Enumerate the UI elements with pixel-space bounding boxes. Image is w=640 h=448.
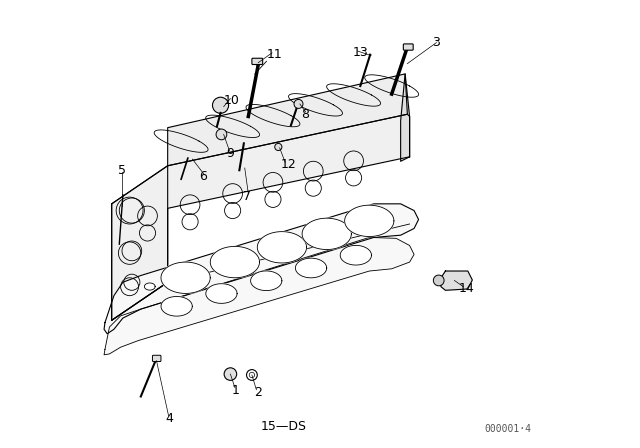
Text: 7: 7 (243, 190, 251, 203)
Polygon shape (179, 273, 189, 280)
Text: 2: 2 (253, 386, 262, 400)
Polygon shape (206, 284, 237, 303)
Text: 14: 14 (459, 282, 475, 296)
FancyBboxPatch shape (252, 58, 262, 65)
Polygon shape (441, 271, 472, 290)
Text: 11: 11 (267, 48, 283, 61)
Text: 10: 10 (224, 94, 239, 108)
Polygon shape (161, 297, 192, 316)
Polygon shape (145, 283, 155, 290)
Text: 1: 1 (232, 384, 239, 397)
Polygon shape (211, 246, 260, 278)
Text: 9: 9 (226, 146, 234, 160)
Text: 000001·4: 000001·4 (484, 424, 532, 434)
Text: 6: 6 (199, 169, 207, 183)
Circle shape (212, 97, 228, 113)
Polygon shape (382, 213, 392, 220)
Text: 3: 3 (432, 36, 440, 49)
Polygon shape (212, 263, 223, 270)
Polygon shape (168, 74, 407, 166)
Text: 5: 5 (118, 164, 125, 177)
Polygon shape (246, 253, 257, 260)
Polygon shape (104, 237, 414, 355)
Polygon shape (302, 218, 351, 250)
Polygon shape (314, 233, 324, 240)
Polygon shape (112, 114, 410, 320)
Polygon shape (348, 223, 358, 230)
Polygon shape (296, 258, 327, 278)
Circle shape (216, 129, 227, 140)
Circle shape (294, 99, 303, 108)
Polygon shape (251, 271, 282, 291)
Circle shape (224, 368, 237, 380)
Text: 15—DS: 15—DS (261, 420, 307, 433)
Polygon shape (257, 232, 307, 263)
Polygon shape (280, 243, 291, 250)
FancyBboxPatch shape (152, 355, 161, 362)
Polygon shape (345, 205, 394, 237)
Text: 12: 12 (280, 158, 296, 171)
Text: 13: 13 (353, 46, 369, 60)
Circle shape (433, 275, 444, 286)
Polygon shape (340, 246, 372, 265)
Polygon shape (104, 204, 419, 334)
FancyBboxPatch shape (403, 44, 413, 50)
Polygon shape (401, 74, 410, 161)
Text: 8: 8 (301, 108, 309, 121)
Text: 4: 4 (165, 412, 173, 426)
Circle shape (275, 143, 282, 151)
Polygon shape (161, 262, 210, 293)
Polygon shape (112, 166, 168, 320)
